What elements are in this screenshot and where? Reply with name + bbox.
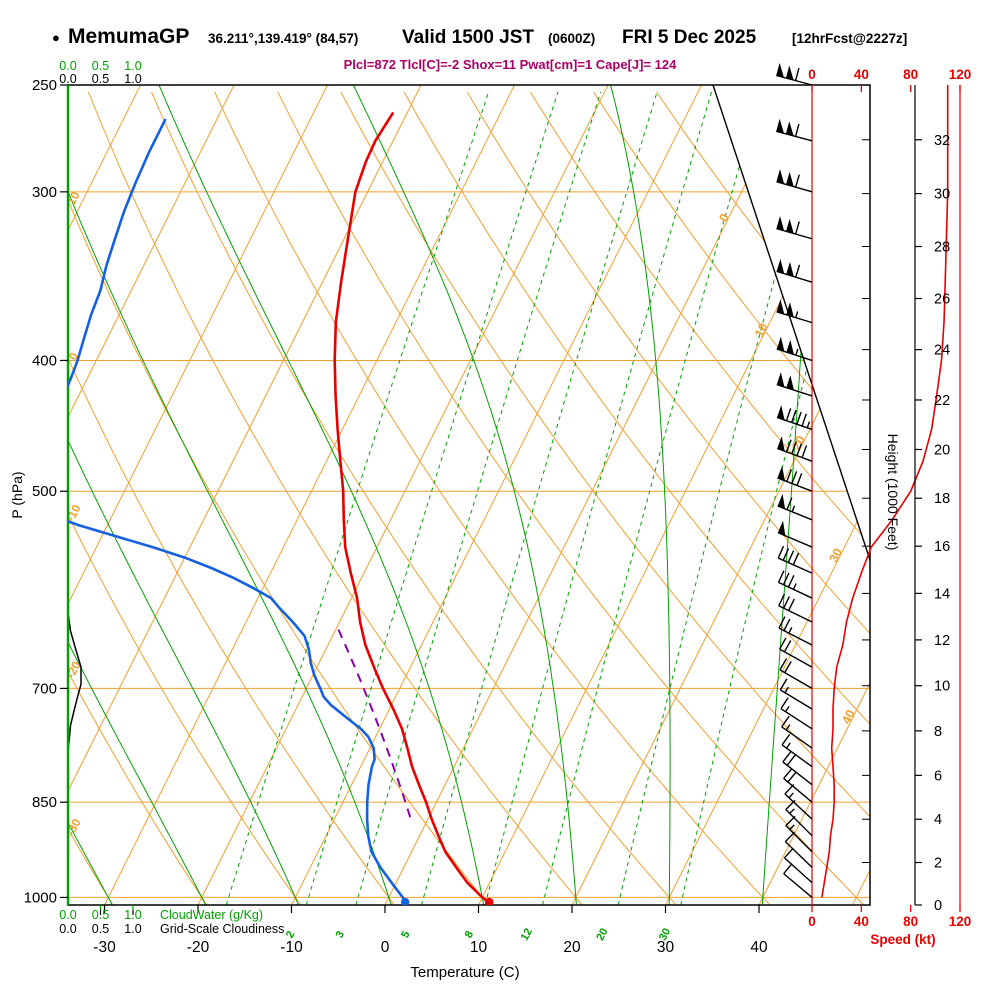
svg-text:30: 30 [657, 926, 673, 942]
svg-text:2: 2 [284, 929, 297, 940]
valid-date: FRI 5 Dec 2025 [622, 27, 757, 48]
svg-text:-10: -10 [280, 939, 303, 956]
svg-text:18: 18 [934, 491, 950, 507]
svg-text:CloudWater (g/Kg): CloudWater (g/Kg) [160, 908, 263, 922]
svg-text:-30: -30 [93, 939, 116, 956]
svg-text:300: 300 [32, 184, 57, 201]
svg-text:Temperature (C): Temperature (C) [410, 964, 519, 981]
station-name: MemumaGP [68, 25, 190, 48]
svg-text:10: 10 [752, 321, 771, 340]
svg-text:28: 28 [934, 240, 950, 256]
svg-text:P (hPa): P (hPa) [9, 471, 25, 518]
svg-text:30: 30 [826, 546, 845, 565]
surface-temperature-dot [485, 897, 494, 905]
svg-text:0.5: 0.5 [92, 59, 109, 73]
svg-text:40: 40 [839, 708, 858, 727]
wind-barbs [776, 62, 813, 898]
svg-text:0.0: 0.0 [59, 922, 76, 936]
svg-text:80: 80 [903, 914, 918, 929]
svg-text:120: 120 [949, 67, 972, 82]
svg-text:0.5: 0.5 [92, 922, 109, 936]
svg-text:10: 10 [934, 679, 950, 695]
svg-text:40: 40 [854, 914, 869, 929]
valid-time: Valid 1500 JST [402, 27, 535, 48]
svg-text:22: 22 [934, 393, 950, 409]
temperature-axis: -30 -20 -10 0 10 20 30 40 Temperature (C) [93, 905, 768, 981]
svg-text:0.0: 0.0 [59, 908, 76, 922]
speed-profile-curve [821, 85, 949, 898]
svg-text:32: 32 [934, 133, 950, 149]
svg-text:80: 80 [903, 67, 918, 82]
svg-text:8: 8 [934, 724, 942, 740]
svg-text:12: 12 [519, 926, 535, 942]
station-coords: 36.211°,139.419° (84,57) [208, 31, 359, 46]
svg-text:30: 30 [934, 187, 950, 203]
svg-text:0.5: 0.5 [92, 72, 109, 86]
svg-text:1.0: 1.0 [124, 922, 141, 936]
svg-text:3: 3 [334, 929, 347, 940]
isotherm-lines [68, 85, 870, 905]
svg-text:250: 250 [32, 77, 57, 94]
svg-text:0: 0 [808, 914, 816, 929]
svg-text:400: 400 [32, 352, 57, 369]
svg-text:Height (1000 Feet): Height (1000 Feet) [885, 434, 901, 551]
svg-text:120: 120 [949, 914, 972, 929]
svg-text:20: 20 [934, 442, 950, 458]
svg-text:20: 20 [563, 939, 581, 956]
svg-text:40: 40 [750, 939, 768, 956]
svg-text:4: 4 [934, 812, 942, 828]
svg-text:40: 40 [854, 67, 869, 82]
svg-text:0.0: 0.0 [59, 72, 76, 86]
svg-text:8: 8 [463, 929, 476, 940]
temperature-curve [333, 111, 491, 904]
svg-text:26: 26 [934, 292, 950, 308]
svg-text:0.0: 0.0 [59, 59, 76, 73]
svg-text:24: 24 [934, 343, 950, 359]
svg-text:700: 700 [32, 680, 57, 697]
svg-text:-10: -10 [63, 502, 84, 524]
forecast-tag: [12hrFcst@2227z] [792, 31, 908, 46]
dewpoint-curve [68, 118, 407, 903]
svg-text:Speed (kt): Speed (kt) [870, 932, 935, 947]
svg-text:1.0: 1.0 [124, 72, 141, 86]
bullet-icon: ● [52, 30, 60, 45]
svg-text:500: 500 [32, 483, 57, 500]
svg-text:0: 0 [934, 898, 942, 914]
svg-text:6: 6 [934, 768, 942, 784]
cloudiness-curve [67, 85, 82, 905]
svg-text:Grid-Scale Cloudiness: Grid-Scale Cloudiness [160, 922, 284, 936]
svg-text:16: 16 [934, 539, 950, 555]
svg-text:1.0: 1.0 [124, 59, 141, 73]
pressure-axis: 250 300 400 500 700 850 1000 P (hPa) [9, 77, 68, 906]
svg-text:0: 0 [808, 67, 816, 82]
sounding-profiles [68, 111, 494, 905]
svg-text:14: 14 [934, 586, 950, 602]
moist-adiabat-lines [68, 85, 817, 905]
svg-text:850: 850 [32, 794, 57, 811]
cloud-scales: 0.00.00.00.00.50.50.50.51.01.01.01.0Clou… [59, 59, 284, 936]
surface-dewpoint-dot [400, 897, 410, 905]
svg-text:1000: 1000 [24, 889, 57, 906]
svg-text:30: 30 [657, 939, 675, 956]
svg-text:20: 20 [594, 926, 610, 942]
mixing-ratio-lines [225, 91, 870, 905]
svg-text:10: 10 [470, 939, 488, 956]
valid-utc: (0600Z) [548, 31, 596, 46]
stability-indices: Plcl=872 Tlcl[C]=-2 Shox=11 Pwat[cm]=1 C… [343, 57, 677, 72]
svg-text:12: 12 [934, 633, 950, 649]
svg-text:-20: -20 [187, 939, 210, 956]
svg-text:-30: -30 [63, 816, 84, 838]
svg-text:5: 5 [399, 929, 412, 940]
svg-text:2: 2 [934, 855, 942, 871]
svg-text:0: 0 [716, 211, 732, 224]
svg-text:0: 0 [381, 939, 390, 956]
isobar-lines [68, 191, 870, 898]
